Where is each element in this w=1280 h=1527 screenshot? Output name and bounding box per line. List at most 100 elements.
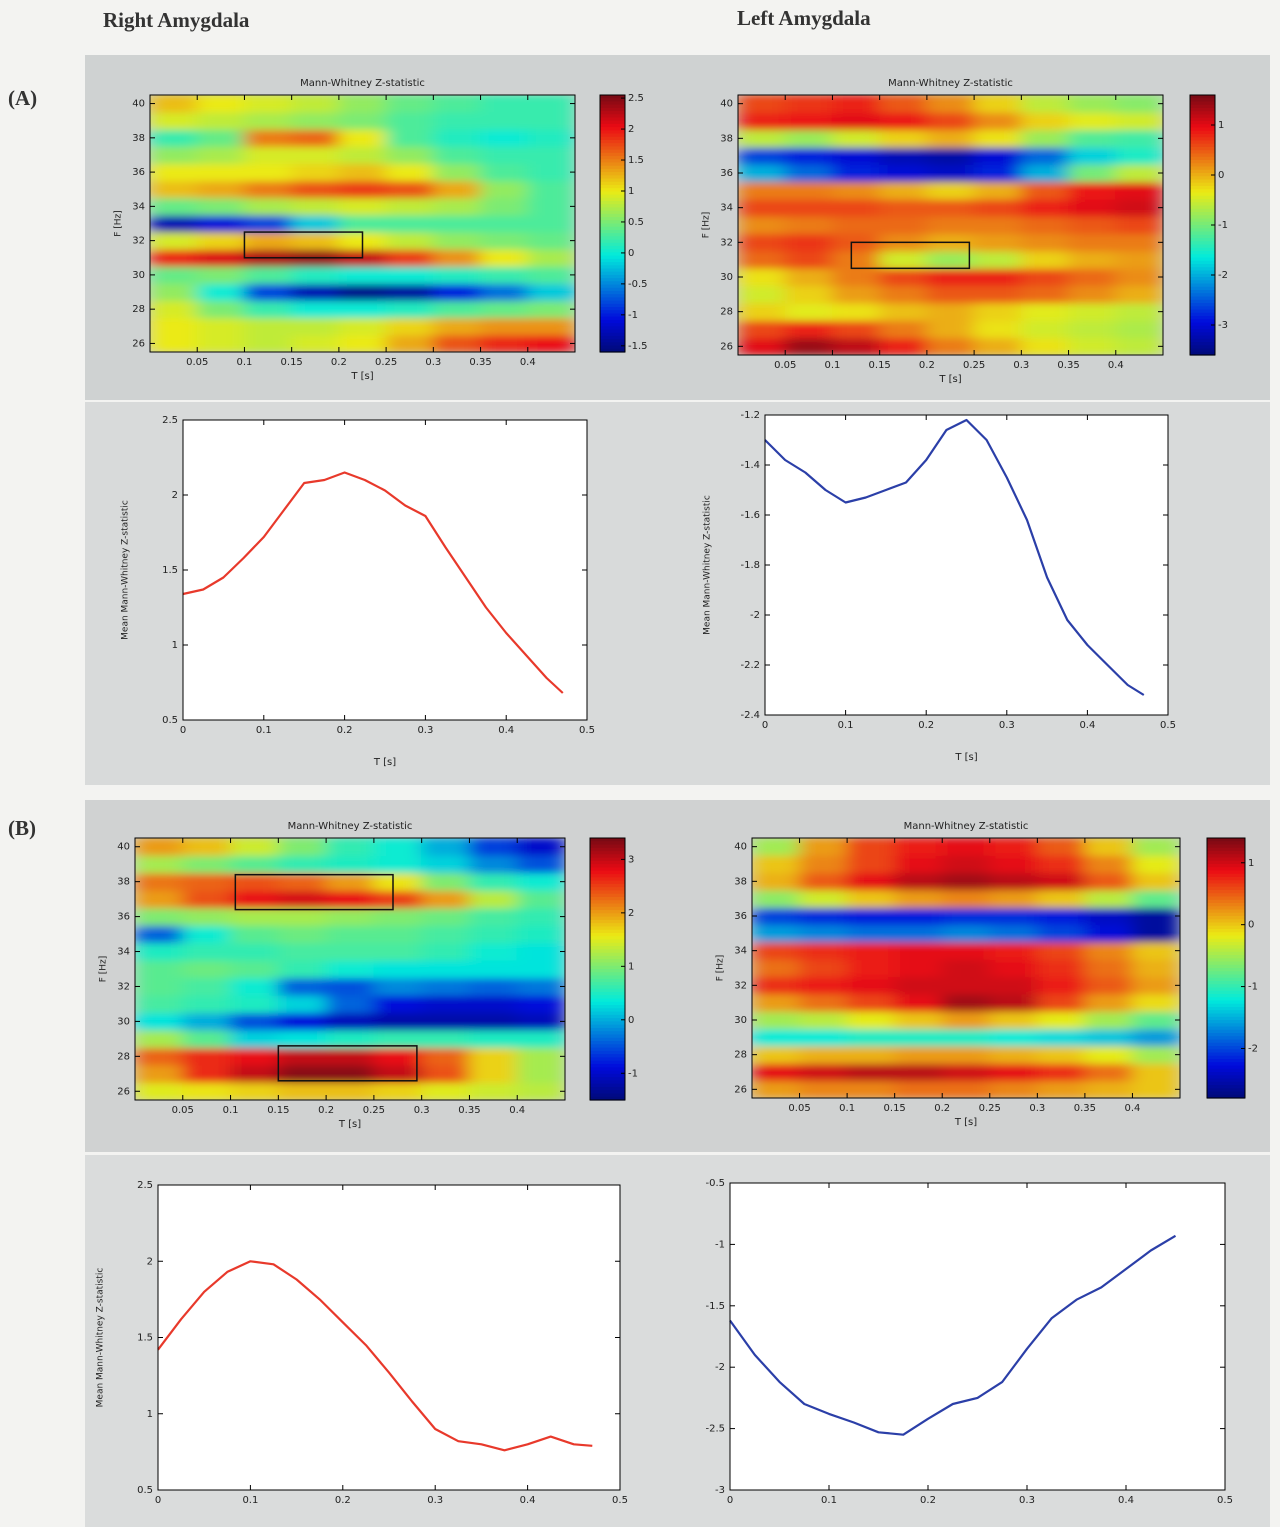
colorbar-slice (590, 932, 625, 937)
colorbar-slice (1207, 1049, 1245, 1054)
colorbar-slice (590, 1070, 625, 1075)
heatmap-cell (230, 889, 279, 909)
y-tick-label: 2 (147, 1256, 153, 1267)
colorbar-slice (590, 838, 625, 842)
colorbar-slice (590, 1031, 625, 1036)
heatmap-cell (516, 959, 565, 979)
heatmap-cell (338, 145, 387, 165)
heatmap-cell (784, 319, 833, 339)
colorbar-slice (600, 120, 625, 125)
heatmap-cell (1020, 233, 1070, 252)
colorbar-slice (590, 995, 625, 1000)
heatmap-cell (1115, 215, 1163, 235)
heatmap-cell (421, 994, 470, 1014)
x-tick-label: 0.25 (979, 1103, 1001, 1114)
heatmap-cell (338, 163, 387, 182)
colorbar-slice (600, 245, 625, 250)
heatmap-cell (1068, 181, 1117, 200)
colorbar-slice (600, 258, 625, 263)
line-series (764, 418, 1145, 696)
heatmap-cell (926, 250, 975, 269)
colorbar-slice (600, 175, 625, 180)
colorbar-slice (1207, 906, 1245, 911)
x-tick-label: 0.1 (223, 1105, 239, 1116)
heatmap-cell (738, 111, 786, 131)
heatmap-cell (325, 924, 375, 944)
colorbar-slice (1190, 303, 1215, 307)
heatmap-cell (432, 265, 482, 284)
heatmap-cell (1084, 838, 1133, 856)
colorbar-slice (1190, 189, 1215, 194)
colorbar-slice (600, 249, 625, 254)
x-tick-label: 0.5 (579, 725, 595, 736)
heatmap-cell (150, 214, 198, 233)
heatmap-cell (879, 181, 928, 200)
colorbar-tick-label: -0.5 (628, 279, 648, 290)
heatmap-cell (989, 1080, 1038, 1098)
heatmap-cell (291, 334, 340, 352)
colorbar-slice (1190, 312, 1215, 317)
y-axis-label: Mean Mann-Whitney Z-statistic (703, 495, 713, 635)
heatmap-cell (752, 924, 801, 943)
heatmap-cell (325, 838, 375, 856)
colorbar-slice (1207, 1072, 1245, 1076)
heatmap-cell (926, 129, 975, 148)
colorbar-slice (1190, 247, 1215, 252)
colorbar-slice (600, 290, 625, 295)
colorbar-slice (590, 949, 625, 954)
colorbar-slice (1190, 322, 1215, 327)
x-tick-label: 0.25 (363, 1105, 385, 1116)
heatmap-cell (1084, 1028, 1133, 1047)
heatmap-cell (150, 231, 198, 250)
colorbar-slice (1190, 264, 1215, 268)
colorbar-slice (1190, 280, 1215, 285)
heatmap-cell (1115, 319, 1163, 339)
heatmap-cell (894, 941, 943, 960)
colorbar-slice (1190, 325, 1215, 330)
heatmap-cell (527, 317, 575, 336)
heatmap-cell (516, 977, 565, 996)
plot-area (158, 1185, 620, 1490)
heatmap-cell (385, 248, 434, 267)
heatmap-cell (468, 1029, 518, 1049)
colorbar-slice (1190, 286, 1215, 291)
heatmap-cell (182, 959, 232, 979)
colorbar-slice (1190, 137, 1215, 142)
colorbar-slice (600, 329, 625, 334)
y-tick-label: -2.5 (705, 1424, 725, 1435)
colorbar-slice (600, 278, 625, 282)
colorbar-slice (590, 1008, 625, 1013)
colorbar-slice (1190, 156, 1215, 161)
colorbar-slice (1190, 212, 1215, 216)
heatmap-cell (973, 233, 1022, 252)
colorbar-slice (600, 111, 625, 115)
heatmap-cell (150, 265, 198, 284)
colorbar-slice (600, 178, 625, 183)
heatmap-cell (150, 95, 198, 113)
heatmap-cell (527, 145, 575, 165)
y-tick-label: -1.6 (740, 510, 760, 521)
colorbar-tick-label: 0 (1248, 920, 1254, 931)
colorbar-slice (1190, 199, 1215, 203)
colorbar-slice (590, 1077, 625, 1081)
colorbar-slice (1207, 948, 1245, 953)
heatmap-cell (752, 1028, 801, 1047)
heatmap-cell (799, 924, 848, 943)
colorbar-slice (1207, 883, 1245, 888)
colorbar-slice (600, 342, 625, 347)
colorbar-slice (1207, 1055, 1245, 1060)
colorbar-tick-label: 1 (628, 961, 634, 972)
heatmap-cell (480, 145, 529, 165)
heatmap-cell (385, 265, 434, 284)
heatmap-cell (480, 180, 529, 199)
heatmap-cell (1084, 1080, 1133, 1098)
heatmap-cell (421, 838, 470, 856)
heatmap-cell (1020, 285, 1070, 304)
heatmap-cell (182, 977, 232, 996)
heatmap-cell (941, 976, 991, 995)
colorbar-tick-label: 0 (628, 248, 634, 259)
colorbar-slice (590, 955, 625, 960)
heatmap-cell (527, 197, 575, 216)
colorbar-tick-label: 3 (628, 854, 634, 865)
